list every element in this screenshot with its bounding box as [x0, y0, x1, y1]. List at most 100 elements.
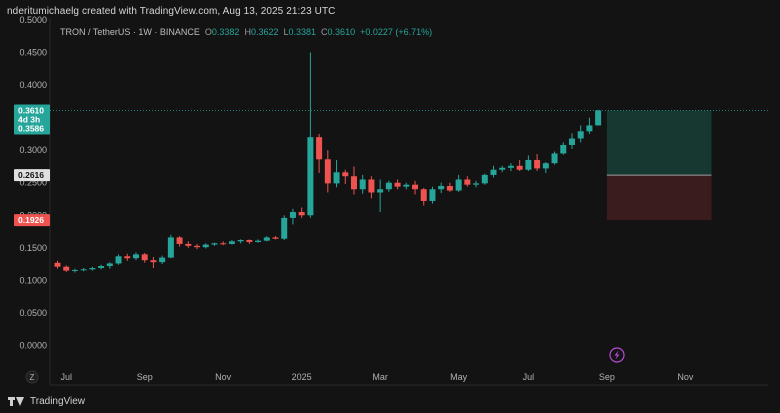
- y-tick-label: 0.1500: [19, 243, 47, 253]
- high-label: H: [244, 27, 251, 37]
- x-tick-label: 2025: [292, 372, 312, 382]
- low-label: L: [283, 27, 289, 37]
- current-price-badge: [14, 104, 50, 135]
- chart-header: nderitumichaelg created with TradingView…: [7, 6, 336, 17]
- candle-body: [89, 268, 96, 270]
- candle-body: [159, 257, 166, 263]
- y-tick-label: 0.0500: [19, 308, 47, 318]
- candle-body: [176, 237, 183, 244]
- x-tick-label: Mar: [372, 372, 388, 382]
- candle-body: [438, 185, 445, 190]
- lightning-icon-glyph: [614, 350, 620, 360]
- y-tick-label: 0.3000: [19, 145, 47, 155]
- candle-body: [237, 240, 244, 242]
- candle-body: [342, 172, 349, 177]
- candle-body: [350, 176, 357, 190]
- tradingview-logo[interactable]: TradingView: [8, 396, 85, 407]
- candle-body: [359, 179, 366, 190]
- candle-body: [568, 138, 575, 145]
- candle-body: [255, 240, 262, 242]
- candle-body: [560, 144, 567, 154]
- candle-body: [132, 254, 139, 259]
- y-tick-label: 0.5000: [19, 15, 47, 25]
- candle-body: [525, 159, 532, 170]
- y-tick-label: 0.4000: [19, 80, 47, 90]
- candle-body: [54, 262, 61, 267]
- brand-label: TradingView: [30, 396, 86, 407]
- candle-body: [577, 131, 584, 139]
- entry-price-badge: [14, 169, 50, 182]
- candle-body: [150, 260, 157, 263]
- candle-body: [80, 269, 87, 271]
- candle-body: [289, 212, 296, 218]
- candle-body: [211, 243, 218, 245]
- high-value: 0.3622: [250, 27, 279, 37]
- candle-body: [246, 240, 253, 242]
- candle-body: [307, 137, 314, 216]
- candle-body: [385, 182, 392, 190]
- candle-body: [228, 241, 235, 244]
- candle-body: [499, 167, 506, 170]
- y-tick-label: 0.2500: [19, 178, 47, 188]
- current-price-badge-text: 0.3586: [18, 123, 44, 133]
- close-label: C: [321, 27, 328, 37]
- y-tick-label: 0.1000: [19, 275, 47, 285]
- x-tick-label: Jul: [523, 372, 535, 382]
- candle-body: [534, 159, 541, 169]
- open-value: 0.3382: [211, 27, 240, 37]
- candle-body: [316, 137, 323, 160]
- candle-body: [263, 237, 270, 241]
- candle-body: [412, 184, 419, 190]
- stop-price-badge: [14, 214, 50, 227]
- x-tick-label: Sep: [599, 372, 615, 382]
- candle-body: [490, 169, 497, 175]
- x-tick-label: Sep: [137, 372, 153, 382]
- candle-body: [377, 189, 384, 193]
- x-tick-label: Nov: [677, 372, 694, 382]
- x-tick-label: Nov: [215, 372, 232, 382]
- candle-body: [516, 165, 523, 170]
- x-tick-label: May: [450, 372, 468, 382]
- candle-body: [185, 243, 192, 246]
- change-value: +0.0227 (+6.71%): [360, 27, 433, 37]
- timezone-label: Z: [30, 373, 35, 382]
- lightning-icon: [609, 347, 625, 363]
- stop-price-badge-text: 0.1926: [18, 215, 44, 225]
- candle-body: [194, 245, 201, 248]
- current-price-badge-text: 0.3610: [18, 105, 44, 115]
- candle-body: [220, 243, 227, 245]
- candle-body: [281, 217, 288, 239]
- symbol-legend: TRON / TetherUS · 1W · BINANCE O0.3382 H…: [60, 27, 432, 37]
- current-price-badge-text: 4d 3h: [18, 114, 40, 124]
- candle-body: [124, 256, 131, 259]
- candle-body: [420, 189, 427, 201]
- footer-bar: [0, 388, 780, 413]
- candle-body: [481, 174, 488, 184]
- candle-body: [394, 182, 401, 187]
- candle-body: [586, 125, 593, 132]
- open-label: O: [204, 27, 212, 37]
- candle-body: [98, 266, 105, 269]
- candle-body: [63, 266, 70, 271]
- candle-body: [333, 172, 340, 184]
- candle-body: [429, 189, 436, 201]
- stop-loss-zone: [606, 175, 712, 221]
- y-tick-label: 0.0000: [19, 340, 47, 350]
- candle-body: [551, 153, 558, 164]
- candle-body: [368, 179, 375, 193]
- x-tick-label: Jul: [60, 372, 72, 382]
- close-value: 0.3610: [327, 27, 356, 37]
- z-icon: [25, 370, 39, 384]
- candle-body: [167, 237, 174, 258]
- candle-body: [542, 163, 549, 169]
- candle-body: [446, 185, 453, 191]
- candle-body: [473, 183, 480, 185]
- entry-price-badge-text: 0.2616: [18, 170, 44, 180]
- candle-body: [71, 269, 78, 271]
- candle-body: [141, 254, 148, 261]
- candle-body: [115, 256, 122, 264]
- candle-body: [464, 179, 471, 185]
- symbol-name: TRON / TetherUS · 1W · BINANCE: [60, 27, 200, 37]
- y-tick-label: 0.4500: [19, 48, 47, 58]
